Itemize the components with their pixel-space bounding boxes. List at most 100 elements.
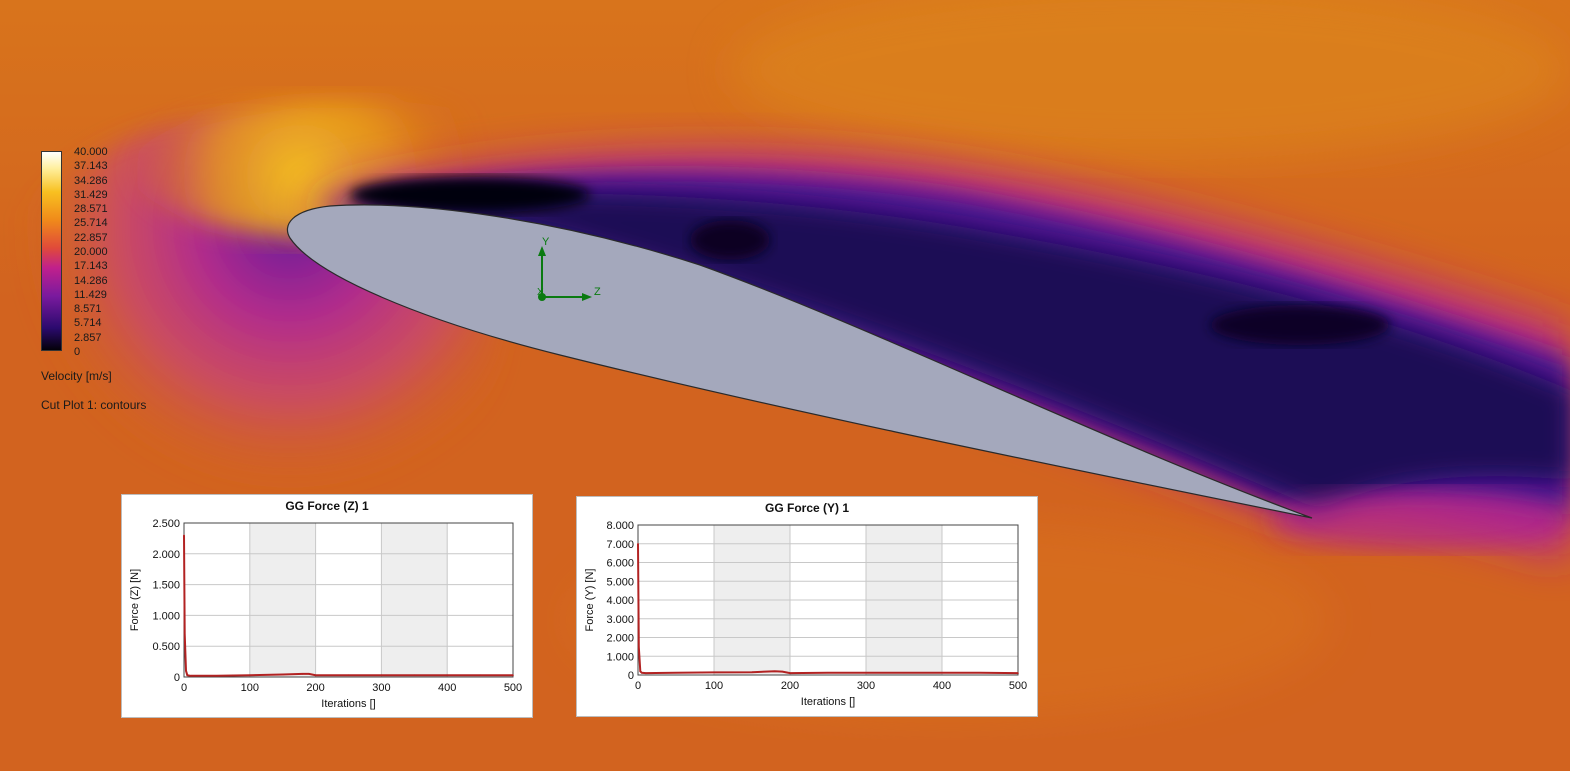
y-tick-label: 3.000 — [606, 614, 634, 626]
data-point — [380, 674, 383, 676]
x-tick-label: 100 — [241, 682, 259, 694]
data-point — [189, 674, 192, 677]
legend-tick-label: 8.571 — [74, 303, 102, 316]
x-tick-label: 300 — [372, 682, 390, 694]
plot-band — [381, 523, 448, 677]
y-tick-label: 2.500 — [152, 518, 180, 530]
y-tick-label: 0.500 — [152, 641, 180, 653]
data-point — [639, 670, 642, 673]
y-tick-label: 0 — [628, 670, 634, 682]
legend-tick-label: 0 — [74, 346, 81, 358]
data-point — [301, 673, 304, 675]
coordinate-triad: Y Z X — [537, 236, 601, 301]
legend-quantity-label: Velocity [m/s] — [41, 369, 112, 383]
data-point — [281, 673, 284, 676]
legend-tick-label: 22.857 — [74, 231, 108, 244]
data-point — [865, 671, 867, 674]
data-point — [903, 671, 905, 674]
data-point — [979, 671, 981, 674]
legend-tick-label: 11.429 — [74, 288, 107, 301]
y-tick-label: 0 — [174, 672, 180, 684]
x-tick-label: 500 — [504, 682, 522, 694]
x-tick-label: 300 — [857, 680, 875, 692]
data-point — [446, 674, 449, 676]
y-tick-label: 4.000 — [606, 595, 634, 607]
triad-x-label: X — [537, 287, 544, 298]
y-axis-label: Force (Z) [N] — [129, 569, 141, 631]
triad-z-label: Z — [594, 286, 601, 298]
y-tick-label: 1.000 — [152, 610, 180, 622]
x-tick-label: 0 — [635, 680, 641, 692]
data-point — [183, 534, 185, 537]
force-y-chart-panel[interactable]: GG Force (Y) 1 0 100 200 300 400 500 0 1.000 2.0… — [576, 496, 1038, 717]
data-point — [641, 671, 643, 674]
x-tick-label: 200 — [306, 682, 324, 694]
data-point — [637, 542, 639, 545]
data-point — [183, 633, 186, 635]
legend-tick-label: 17.143 — [74, 260, 108, 273]
y-tick-label: 5.000 — [606, 576, 634, 588]
x-tick-label: 400 — [438, 682, 456, 694]
y-tick-label: 2.000 — [606, 633, 634, 645]
y-tick-label: 2.000 — [152, 549, 180, 561]
x-tick-label: 100 — [705, 680, 723, 692]
data-point — [1017, 672, 1019, 674]
data-point — [308, 673, 310, 675]
x-tick-label: 500 — [1009, 680, 1027, 692]
legend-tick-label: 28.571 — [74, 203, 108, 216]
y-tick-label: 8.000 — [606, 520, 634, 532]
legend-tick-label: 37.143 — [74, 160, 108, 173]
legend-tick-label: 20.000 — [74, 246, 108, 258]
data-point — [314, 674, 317, 676]
legend-plot-label: Cut Plot 1: contours — [41, 398, 147, 412]
y-tick-label: 7.000 — [606, 539, 634, 551]
data-point — [941, 671, 943, 674]
data-point — [713, 671, 715, 674]
x-tick-label: 200 — [781, 680, 799, 692]
plot-area — [184, 523, 513, 677]
legend-tick-label: 5.714 — [74, 317, 102, 330]
data-point — [827, 671, 829, 674]
x-tick-label: 0 — [181, 682, 187, 694]
plot-band — [249, 523, 316, 677]
airfoil-section[interactable] — [286, 204, 1313, 519]
legend-tick-label: 25.714 — [74, 217, 108, 230]
y-tick-label: 1.000 — [606, 651, 634, 663]
y-tick-label: 1.500 — [152, 580, 180, 592]
data-point — [216, 674, 218, 677]
legend-tick-label: 14.286 — [74, 274, 108, 287]
chart-title: GG Force (Y) 1 — [764, 501, 850, 515]
legend-tick-label: 40.000 — [74, 146, 108, 158]
data-point — [774, 670, 776, 673]
data-point — [751, 671, 753, 673]
triad-y-label: Y — [542, 236, 550, 248]
force-y-chart: 0 100 200 300 400 500 0 1.000 2.000 3.000 4.000 5.0… — [584, 520, 1027, 708]
legend-tick-label: 31.429 — [74, 188, 108, 201]
data-point — [185, 670, 187, 672]
x-tick-label: 400 — [933, 680, 951, 692]
force-z-chart-panel[interactable]: GG Force (Z) 1 0 100 200 300 400 500 0 0.500 1.0… — [121, 494, 533, 718]
y-axis-label: Force (Y) [N] — [584, 569, 596, 632]
data-point — [413, 674, 416, 676]
data-point — [479, 674, 481, 676]
y-tick-label: 6.000 — [606, 558, 634, 570]
x-axis-label: Iterations [] — [801, 696, 855, 708]
velocity-legend[interactable]: 40.000 37.143 34.286 31.429 28.571 25.714 22.8… — [0, 0, 200, 420]
data-point — [512, 674, 514, 676]
chart-title: GG Force (Z) 1 — [285, 499, 369, 513]
data-point — [347, 674, 350, 676]
data-point — [249, 674, 251, 676]
data-point — [644, 672, 647, 674]
data-point — [789, 672, 791, 674]
legend-colorbar — [41, 151, 62, 351]
data-point — [637, 646, 640, 648]
legend-tick-label: 34.286 — [74, 174, 108, 187]
data-point — [781, 670, 784, 673]
legend-tick-label: 2.857 — [74, 331, 102, 344]
x-axis-label: Iterations [] — [321, 698, 375, 710]
data-point — [186, 674, 189, 676]
data-point — [675, 671, 677, 674]
force-z-chart: 0 100 200 300 400 500 0 0.500 1.000 1.500 2.000 2.5… — [129, 518, 522, 710]
